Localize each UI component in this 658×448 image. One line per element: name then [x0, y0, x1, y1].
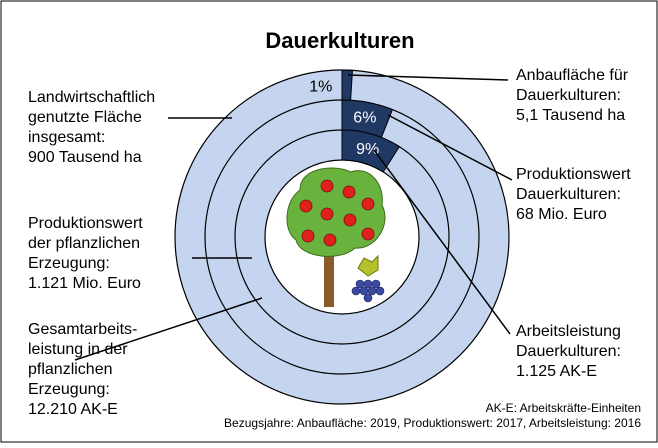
note: Bezugsjahre: Anbaufläche: 2019, Produkti… — [224, 416, 641, 430]
part-label: Produktionswert — [516, 166, 631, 183]
part-label: Arbeitsleistung — [516, 323, 621, 340]
total-label: Landwirtschaftlich — [28, 89, 155, 106]
total-label: Gesamtarbeits- — [28, 321, 137, 338]
tree-crown — [287, 168, 385, 256]
total-label: 1.121 Mio. Euro — [28, 275, 141, 292]
total-label: Produktionswert — [28, 215, 143, 232]
total-label: leistung in der — [28, 341, 128, 358]
part-label: Anbaufläche für — [516, 67, 629, 84]
part-label: 5,1 Tausend ha — [516, 107, 625, 124]
total-label: Erzeugung: — [28, 381, 110, 398]
chart-title: Dauerkulturen — [265, 28, 414, 53]
total-label: 900 Tausend ha — [28, 149, 142, 166]
part-label: Dauerkulturen: — [516, 87, 621, 104]
chart: Dauerkulturen 1% 6% 9% Landwirtschaftlich ge… — [0, 0, 658, 443]
total-label: insgesamt: — [28, 129, 105, 146]
total-label: genutzte Fläche — [28, 109, 142, 126]
total-label: Erzeugung: — [28, 255, 110, 272]
value-label: 1% — [309, 79, 332, 96]
total-label: 12.210 AK-E — [28, 401, 118, 418]
value-label: 9% — [356, 141, 379, 158]
part-label: Dauerkulturen: — [516, 343, 621, 360]
value-label: 6% — [353, 109, 376, 126]
note: AK-E: Arbeitskräfte-Einheiten — [486, 401, 641, 415]
part-label: 1.125 AK-E — [516, 363, 597, 380]
part-label: 68 Mio. Euro — [516, 206, 607, 223]
total-label: pflanzlichen — [28, 361, 113, 378]
part-label: Dauerkulturen: — [516, 186, 621, 203]
total-label: der pflanzlichen — [28, 235, 140, 252]
